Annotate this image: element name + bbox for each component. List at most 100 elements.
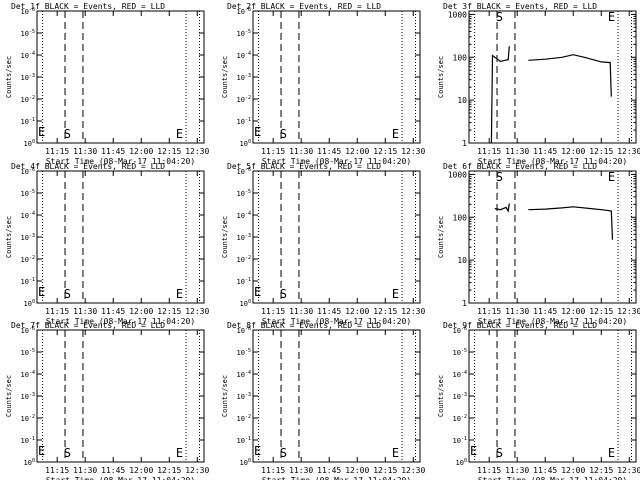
x-axis-label: Start Time (08-Mar-17 11:04:20) (46, 476, 195, 480)
start-marker: S (64, 287, 71, 301)
y-tick-label: 10-2 (21, 95, 35, 104)
x-tick-label: 11:15 (261, 466, 285, 475)
x-tick-label: 11:30 (289, 147, 313, 156)
x-tick-label: 12:15 (589, 147, 613, 156)
y-tick-label: 10-2 (237, 255, 251, 264)
y-tick-label: 10-5 (21, 189, 35, 198)
y-tick-label: 100 (456, 458, 467, 467)
plot-frame (36, 329, 205, 463)
end-marker: E (392, 127, 399, 141)
y-tick-label: 10-6 (237, 167, 251, 176)
panel-3: Det 3f BLACK = Events, RED = LLD Counts/s… (437, 2, 640, 166)
y-tick-label: 10 (457, 256, 467, 265)
end-marker: E (176, 446, 183, 460)
y-tick-label: 1 (462, 299, 467, 308)
x-tick-label: 11:15 (45, 147, 69, 156)
x-tick-label: 12:30 (185, 147, 209, 156)
x-tick-label: 11:15 (45, 466, 69, 475)
plot-frame (468, 170, 637, 304)
x-tick-label: 12:00 (345, 147, 369, 156)
x-tick-label: 11:30 (505, 147, 529, 156)
start-marker: S (280, 127, 287, 141)
edge-marker: E (470, 444, 477, 458)
panel-9: Det 9f BLACK = Events, RED = LLD Counts/s… (437, 321, 640, 480)
x-tick-label: 11:15 (477, 307, 501, 316)
x-tick-label: 12:00 (129, 307, 153, 316)
x-axis-label: Start Time (08-Mar-17 11:04:20) (262, 476, 411, 480)
x-axis-label: Start Time (08-Mar-17 11:04:20) (478, 317, 627, 326)
y-tick-label: 1 (462, 139, 467, 148)
plot-frame (252, 170, 421, 304)
end-marker: E (176, 287, 183, 301)
panel-title: Det 5f BLACK = Events, RED = LLD (227, 162, 381, 171)
x-axis-label: Start Time (08-Mar-17 11:04:20) (262, 157, 411, 166)
x-tick-label: 12:15 (373, 147, 397, 156)
y-tick-label: 1000 (448, 10, 467, 19)
x-tick-label: 11:45 (101, 307, 125, 316)
y-axis-label: Counts/sec (5, 375, 13, 417)
panel-5: Det 5f BLACK = Events, RED = LLD Counts/s… (221, 162, 425, 326)
y-tick-label: 10-5 (237, 189, 251, 198)
x-tick-label: 12:15 (157, 307, 181, 316)
y-axis-label: Counts/sec (221, 56, 229, 98)
plot-frame (252, 10, 421, 144)
end-marker: E (608, 10, 615, 24)
y-tick-label: 10-5 (21, 348, 35, 357)
plot-frame (36, 10, 205, 144)
end-marker: E (392, 287, 399, 301)
x-tick-label: 11:15 (45, 307, 69, 316)
y-tick-label: 100 (240, 458, 251, 467)
y-tick-label: 10-6 (21, 7, 35, 16)
x-tick-label: 12:30 (401, 147, 425, 156)
edge-marker: E (38, 444, 45, 458)
y-tick-label: 10-3 (237, 233, 251, 242)
y-axis-label: Counts/sec (221, 375, 229, 417)
y-tick-label: 10-5 (237, 29, 251, 38)
end-marker: E (176, 127, 183, 141)
series-line (490, 46, 510, 144)
start-marker: S (496, 10, 503, 24)
x-tick-label: 11:45 (533, 307, 557, 316)
x-tick-label: 12:30 (185, 466, 209, 475)
y-axis-label: Counts/sec (5, 56, 13, 98)
x-tick-label: 11:45 (317, 466, 341, 475)
y-tick-label: 10-2 (21, 414, 35, 423)
edge-marker: E (38, 125, 45, 139)
start-marker: S (64, 446, 71, 460)
x-axis-label: Start Time (08-Mar-17 11:04:20) (46, 157, 195, 166)
panel-title: Det 2f BLACK = Events, RED = LLD (227, 2, 381, 11)
x-tick-label: 12:15 (589, 307, 613, 316)
y-tick-label: 100 (453, 53, 468, 62)
series-line (494, 203, 510, 213)
x-tick-label: 12:15 (373, 307, 397, 316)
y-tick-label: 10-4 (21, 211, 35, 220)
plot-frame (252, 329, 421, 463)
panel-title: Det 9f BLACK = Events, RED = LLD (443, 321, 597, 330)
x-tick-label: 12:30 (185, 307, 209, 316)
y-tick-label: 10-2 (237, 95, 251, 104)
panel-6: Det 6f BLACK = Events, RED = LLD Counts/s… (437, 162, 640, 326)
x-tick-label: 12:00 (129, 466, 153, 475)
y-axis-label: Counts/sec (437, 56, 445, 98)
x-axis-label: Start Time (08-Mar-17 11:04:20) (262, 317, 411, 326)
start-marker: S (280, 287, 287, 301)
y-tick-label: 10-1 (21, 436, 35, 445)
y-tick-label: 1000 (448, 170, 467, 179)
x-tick-label: 12:30 (401, 466, 425, 475)
y-tick-label: 10-6 (237, 7, 251, 16)
panel-title: Det 1f BLACK = Events, RED = LLD (11, 2, 165, 11)
panel-title: Det 4f BLACK = Events, RED = LLD (11, 162, 165, 171)
y-axis-label: Counts/sec (5, 216, 13, 258)
y-tick-label: 10-6 (21, 326, 35, 335)
y-tick-label: 10-4 (237, 370, 251, 379)
y-tick-label: 10-1 (237, 117, 251, 126)
x-tick-label: 12:30 (617, 147, 640, 156)
x-tick-label: 11:15 (477, 466, 501, 475)
start-marker: S (496, 170, 503, 184)
y-tick-label: 10-2 (237, 414, 251, 423)
y-tick-label: 10-4 (21, 370, 35, 379)
panel-title: Det 7f BLACK = Events, RED = LLD (11, 321, 165, 330)
series-line (528, 54, 612, 97)
y-tick-label: 10-5 (237, 348, 251, 357)
